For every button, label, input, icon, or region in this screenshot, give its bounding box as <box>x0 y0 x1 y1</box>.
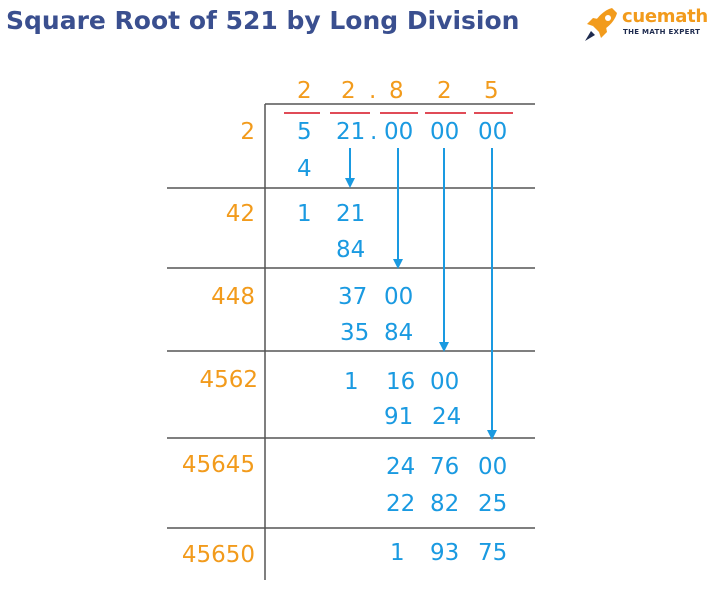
page-title: Square Root of 521 by Long Division <box>6 6 520 35</box>
quotient-decimal-point: . <box>369 78 377 104</box>
dividend-pair: 5 <box>297 119 312 145</box>
dividend-decimal-point: . <box>370 119 378 145</box>
dividend-pair: 21 <box>336 119 366 145</box>
quotient-digit: 2 <box>297 78 312 104</box>
remainder: 1 <box>344 369 359 395</box>
subtrahend: 35 <box>340 320 370 346</box>
quotient-digit: 8 <box>389 78 404 104</box>
remainder: 16 <box>386 369 416 395</box>
divisor: 2 <box>240 119 255 145</box>
subtrahend: 82 <box>430 491 460 517</box>
remainder: 1 <box>297 201 312 227</box>
divisor: 448 <box>211 284 255 310</box>
rocket-icon <box>585 8 617 41</box>
final-remainder: 93 <box>430 540 460 566</box>
subtrahend: 91 <box>384 404 414 430</box>
subtrahend: 84 <box>384 320 414 346</box>
subtrahend: 24 <box>432 404 462 430</box>
subtrahend: 22 <box>386 491 416 517</box>
remainder: 00 <box>478 454 508 480</box>
dividend-pair: 00 <box>384 119 414 145</box>
remainder: 00 <box>430 369 460 395</box>
divisor: 42 <box>225 201 255 227</box>
final-remainder: 1 <box>390 540 405 566</box>
divisor: 45645 <box>181 452 255 478</box>
dividend-pair: 00 <box>430 119 460 145</box>
divisor: 45650 <box>181 542 255 568</box>
remainder: 00 <box>384 284 414 310</box>
cuemath-logo: cuemath THE MATH EXPERT <box>582 4 708 44</box>
logo-tagline: THE MATH EXPERT <box>623 28 701 36</box>
divisor: 4562 <box>199 367 258 393</box>
logo-brand: cuemath <box>622 6 708 27</box>
quotient-digit: 5 <box>484 78 499 104</box>
subtrahend: 84 <box>336 237 366 263</box>
quotient-digit: 2 <box>437 78 452 104</box>
remainder: 21 <box>336 201 366 227</box>
subtrahend: 25 <box>478 491 508 517</box>
quotient-digit: 2 <box>341 78 356 104</box>
dividend-pair: 00 <box>478 119 508 145</box>
remainder: 76 <box>430 454 460 480</box>
remainder: 24 <box>386 454 416 480</box>
final-remainder: 75 <box>478 540 508 566</box>
remainder: 37 <box>338 284 368 310</box>
subtrahend: 4 <box>297 156 312 182</box>
